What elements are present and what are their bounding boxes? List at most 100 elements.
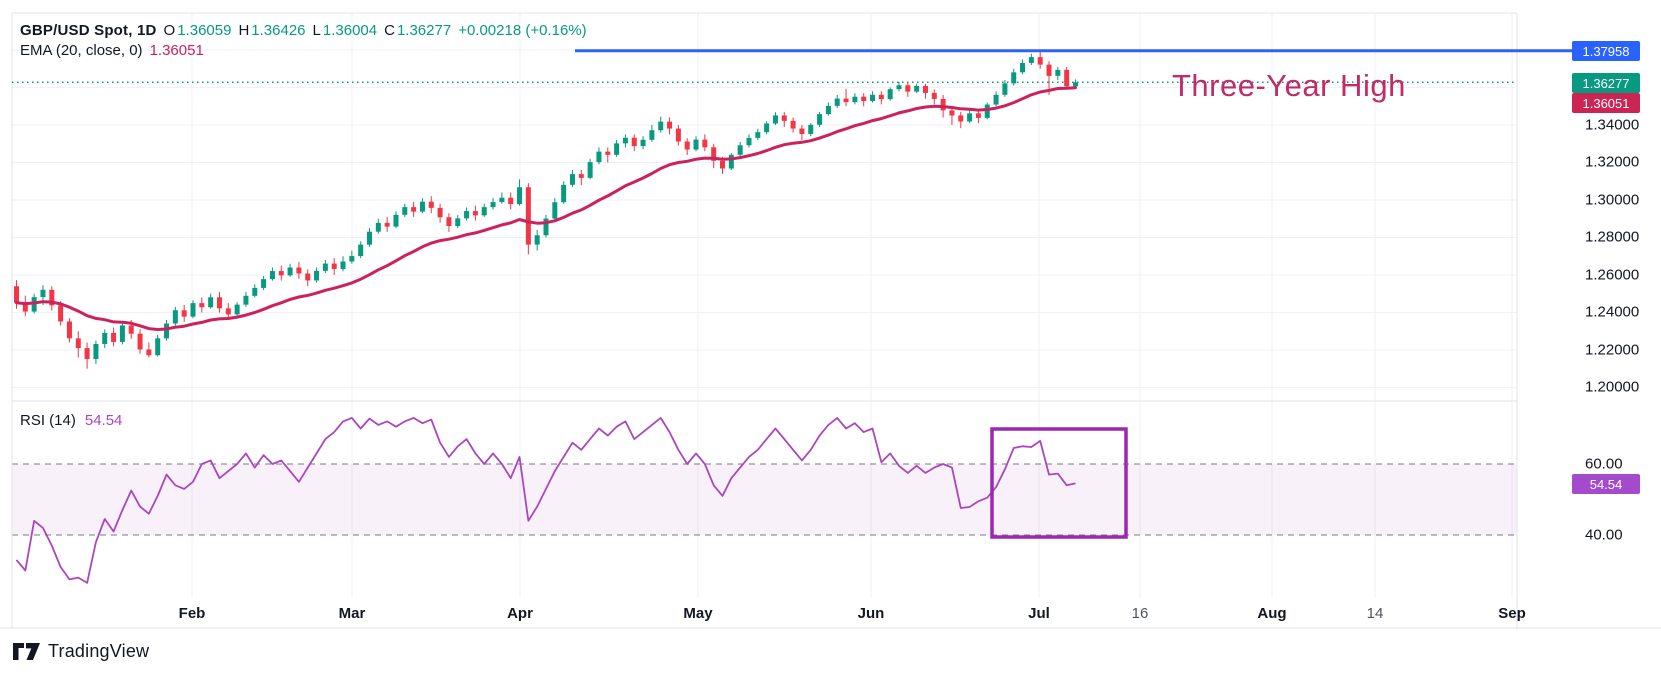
- tradingview-logo-text: TradingView: [48, 641, 150, 661]
- symbol-header-row[interactable]: GBP/USD Spot, 1D O 1.36059 H 1.36426 L 1…: [20, 22, 587, 39]
- candle-down: [331, 263, 337, 269]
- ema-header-row[interactable]: EMA (20, close, 0) 1.36051: [20, 42, 204, 59]
- time-axis-label[interactable]: May: [683, 605, 713, 622]
- candle-up: [322, 263, 328, 271]
- rsi-value: 54.54: [84, 412, 123, 429]
- candle-down: [111, 332, 117, 342]
- candle-down: [675, 128, 681, 142]
- candle-down: [225, 308, 231, 315]
- candle-up: [243, 295, 249, 305]
- symbol-title[interactable]: GBP/USD Spot, 1D: [20, 22, 157, 39]
- candle-down: [684, 141, 690, 150]
- candle-up: [367, 231, 372, 245]
- candle-up: [561, 184, 567, 203]
- candle-up: [622, 137, 628, 144]
- candle-down: [905, 85, 911, 92]
- candle-up: [1020, 62, 1026, 73]
- candle-down: [843, 98, 849, 103]
- candle-up: [119, 325, 125, 342]
- candle-up: [596, 151, 602, 163]
- candle-up: [517, 187, 523, 205]
- candle-up: [287, 267, 293, 276]
- time-axis-label[interactable]: Jul: [1028, 605, 1050, 622]
- candle-down: [181, 310, 187, 317]
- low-value: 1.36004: [322, 22, 378, 39]
- candle-up: [614, 143, 620, 155]
- time-axis-label[interactable]: 16: [1131, 605, 1149, 622]
- rsi-lower-level-label[interactable]: 40.00: [1585, 526, 1623, 544]
- close-value: 1.36277: [396, 22, 452, 39]
- candle-up: [375, 222, 381, 232]
- candle-up: [640, 139, 646, 146]
- ema-value: 1.36051: [149, 42, 204, 59]
- candle-down: [84, 348, 90, 359]
- candle-up: [728, 154, 734, 169]
- time-axis-label[interactable]: 14: [1366, 605, 1384, 622]
- ema-label[interactable]: EMA (20, close, 0): [20, 42, 143, 59]
- rsi-value-badge: 54.54: [1572, 474, 1640, 494]
- time-axis-label[interactable]: Aug: [1257, 605, 1287, 622]
- candle-down: [146, 349, 152, 356]
- time-axis-label[interactable]: Feb: [178, 605, 206, 622]
- time-axis-label[interactable]: Sep: [1498, 605, 1526, 622]
- candle-down: [958, 115, 964, 122]
- candle-up: [261, 279, 267, 288]
- candle-up: [93, 344, 99, 359]
- candle-up: [552, 202, 558, 219]
- candle-down: [428, 201, 434, 208]
- candle-up: [649, 130, 655, 140]
- candle-up: [534, 235, 540, 245]
- candle-up: [896, 85, 902, 90]
- candle-up: [102, 332, 108, 344]
- price-axis-tick[interactable]: 1.24000: [1585, 303, 1640, 321]
- level-price-badge: 1.37958: [1572, 41, 1640, 61]
- price-axis-tick[interactable]: 1.26000: [1585, 266, 1640, 284]
- candle-up: [269, 271, 275, 280]
- candle-up: [693, 139, 699, 150]
- candle-up: [252, 287, 258, 296]
- candle-down: [799, 128, 805, 134]
- candle-down: [66, 321, 72, 339]
- candle-up: [1073, 82, 1078, 87]
- time-axis-label[interactable]: Jun: [857, 605, 885, 622]
- time-axis-label[interactable]: Mar: [338, 605, 366, 622]
- candle-up: [737, 145, 743, 155]
- candle-up: [543, 218, 549, 236]
- candle-up: [587, 162, 593, 178]
- candle-up: [993, 94, 999, 105]
- candle-down: [22, 302, 28, 312]
- candle-down: [278, 271, 284, 276]
- candle-up: [772, 115, 778, 124]
- candles-group: [14, 50, 1078, 369]
- candle-down: [14, 286, 19, 303]
- candle-down: [922, 86, 928, 93]
- price-axis-tick[interactable]: 1.30000: [1585, 191, 1640, 209]
- rsi-header-row[interactable]: RSI (14) 54.54: [20, 412, 122, 429]
- tradingview-logo[interactable]: TradingView: [13, 641, 149, 662]
- candle-down: [720, 160, 725, 169]
- price-axis-tick[interactable]: 1.28000: [1585, 228, 1640, 246]
- price-axis-tick[interactable]: 1.20000: [1585, 378, 1640, 396]
- candle-up: [234, 304, 240, 315]
- price-axis-tick[interactable]: 1.34000: [1585, 116, 1640, 134]
- rsi-upper-level-label[interactable]: 60.00: [1585, 455, 1623, 473]
- ema-line: [15, 86, 1077, 331]
- candle-up: [340, 261, 346, 269]
- candle-up: [314, 270, 320, 281]
- candle-down: [949, 110, 955, 116]
- candle-up: [984, 104, 990, 118]
- price-axis-tick[interactable]: 1.32000: [1585, 153, 1640, 171]
- candle-up: [1028, 57, 1034, 63]
- time-axis-label[interactable]: Apr: [507, 605, 533, 622]
- candle-up: [464, 211, 470, 219]
- candle-down: [305, 273, 311, 281]
- rsi-title[interactable]: RSI (14): [20, 412, 76, 429]
- candle-up: [349, 256, 355, 262]
- candle-down: [199, 303, 205, 308]
- ema-price-badge: 1.36051: [1572, 93, 1640, 113]
- price-axis-tick[interactable]: 1.22000: [1585, 341, 1640, 359]
- candle-up: [490, 202, 496, 208]
- candle-down: [931, 92, 937, 99]
